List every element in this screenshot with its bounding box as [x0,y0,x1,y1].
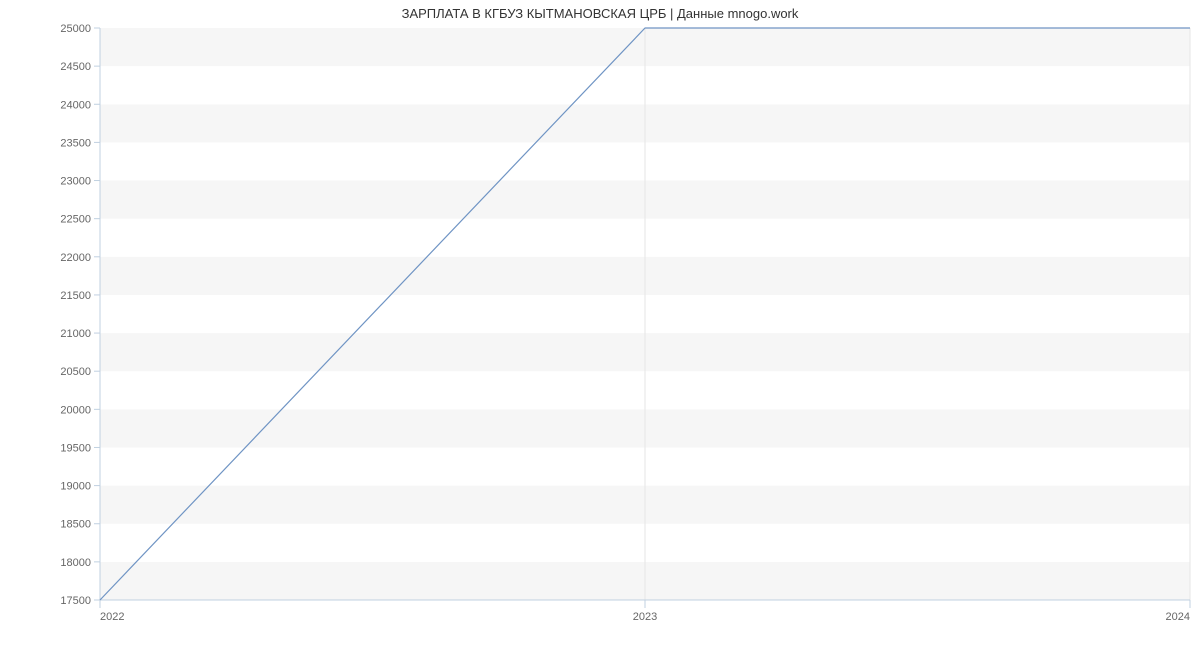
y-tick-label: 23000 [60,176,91,188]
y-tick-label: 24000 [60,99,91,111]
y-tick-label: 19000 [60,481,91,493]
x-tick-label: 2024 [1166,611,1190,623]
x-tick-label: 2022 [100,611,124,623]
y-tick-label: 18500 [60,519,91,531]
y-tick-label: 21000 [60,328,91,340]
y-tick-label: 21500 [60,290,91,302]
y-tick-label: 20500 [60,366,91,378]
y-tick-label: 19500 [60,442,91,454]
y-tick-label: 22000 [60,252,91,264]
y-tick-label: 24500 [60,61,91,73]
salary-line-chart: ЗАРПЛАТА В КГБУЗ КЫТМАНОВСКАЯ ЦРБ | Данн… [0,0,1200,650]
y-tick-label: 25000 [60,23,91,35]
y-tick-label: 17500 [60,595,91,607]
x-tick-label: 2023 [633,611,657,623]
y-tick-label: 22500 [60,214,91,226]
y-tick-label: 20000 [60,404,91,416]
chart-canvas: 17500 18000 18500 19000 19500 20000 20500 21000… [0,0,1200,650]
y-tick-label: 18000 [60,557,91,569]
y-tick-label: 23500 [60,137,91,149]
